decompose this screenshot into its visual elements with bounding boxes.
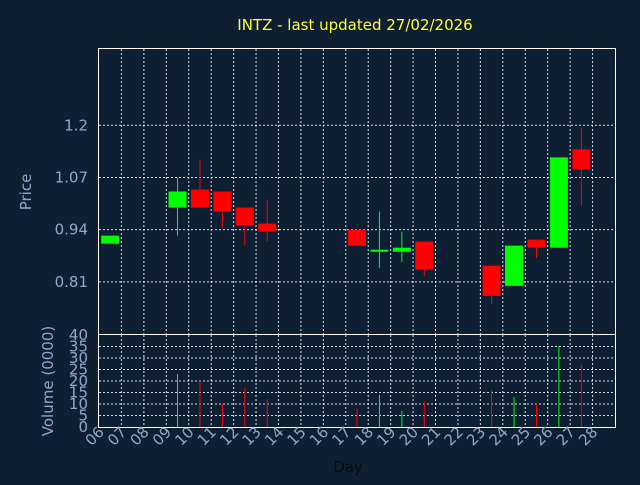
- candle-body: [235, 207, 254, 226]
- candle-body: [527, 239, 546, 248]
- candle-body: [482, 265, 501, 296]
- volume-bar-series: [177, 346, 582, 427]
- candle-body: [415, 241, 434, 270]
- volume-y-tick-label: 25: [69, 361, 88, 379]
- volume-y-tick-label: 30: [69, 349, 88, 367]
- volume-y-tick-label: 0: [78, 418, 88, 436]
- x-tick-labels: 0607080910111213141516171819202122232425…: [82, 423, 602, 449]
- price-axis-label: Price: [17, 174, 35, 211]
- volume-axis-label: Volume (0000): [39, 326, 57, 436]
- price-y-tick-label: 1.2: [64, 116, 88, 134]
- candle-body: [101, 235, 120, 244]
- volume-y-tick-label: 40: [69, 326, 88, 344]
- volume-y-tick-label: 5: [78, 407, 88, 425]
- candle-body: [549, 157, 568, 248]
- candle-body: [258, 223, 277, 232]
- candle-body: [370, 249, 389, 252]
- candle-body: [348, 229, 366, 246]
- volume-y-tick-label: 15: [69, 384, 88, 402]
- price-y-tick-label: 0.81: [55, 273, 88, 291]
- volume-y-tick-label: 35: [69, 338, 88, 356]
- candle-body: [168, 191, 187, 208]
- x-axis-label: Day: [333, 458, 363, 476]
- candle-body: [190, 189, 209, 208]
- candle-body: [213, 191, 232, 212]
- candle-body: [572, 149, 591, 170]
- candle-body: [392, 247, 411, 252]
- volume-y-tick-label: 20: [69, 372, 88, 390]
- candlestick-series: [101, 127, 591, 304]
- volume-gridlines: [99, 335, 615, 427]
- chart-title: INTZ - last updated 27/02/2026: [237, 16, 472, 34]
- candle-body: [505, 245, 524, 286]
- price-y-tick-label: 0.94: [55, 221, 88, 239]
- price-y-tick-labels: 0.81 0.94 1.07 1.2: [55, 116, 88, 291]
- volume-y-tick-label: 10: [69, 395, 88, 413]
- price-y-tick-label: 1.07: [55, 168, 88, 186]
